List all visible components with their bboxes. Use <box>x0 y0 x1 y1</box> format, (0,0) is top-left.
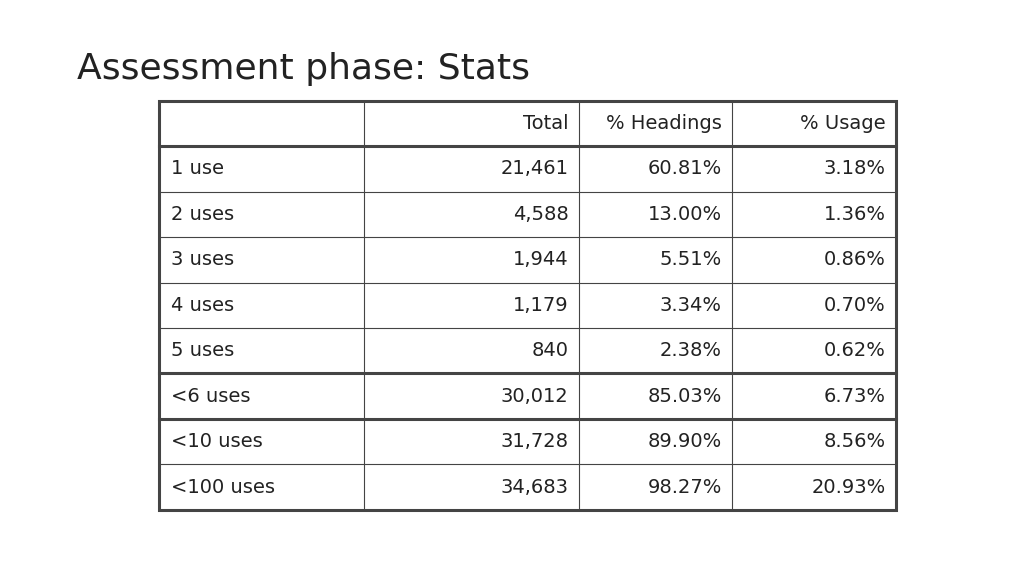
Text: 1,944: 1,944 <box>513 251 568 270</box>
Text: Total: Total <box>522 114 568 133</box>
Text: % Headings: % Headings <box>606 114 722 133</box>
Text: % Usage: % Usage <box>800 114 886 133</box>
Text: 85.03%: 85.03% <box>647 386 722 406</box>
Text: 34,683: 34,683 <box>501 478 568 497</box>
Text: 1 use: 1 use <box>171 160 224 179</box>
Text: 3 uses: 3 uses <box>171 251 234 270</box>
Text: 3.34%: 3.34% <box>659 296 722 314</box>
Text: 13.00%: 13.00% <box>648 205 722 224</box>
Text: 0.70%: 0.70% <box>824 296 886 314</box>
Text: 1.36%: 1.36% <box>823 205 886 224</box>
Text: <6 uses: <6 uses <box>171 386 251 406</box>
Text: 0.62%: 0.62% <box>824 341 886 360</box>
Text: 21,461: 21,461 <box>501 160 568 179</box>
Text: 8.56%: 8.56% <box>823 432 886 451</box>
Text: <10 uses: <10 uses <box>171 432 263 451</box>
Text: 5 uses: 5 uses <box>171 341 234 360</box>
Text: 2 uses: 2 uses <box>171 205 234 224</box>
Text: 2.38%: 2.38% <box>659 341 722 360</box>
Text: 5.51%: 5.51% <box>659 251 722 270</box>
Text: 3.18%: 3.18% <box>823 160 886 179</box>
Text: 98.27%: 98.27% <box>647 478 722 497</box>
Text: 4 uses: 4 uses <box>171 296 234 314</box>
Text: 60.81%: 60.81% <box>647 160 722 179</box>
Text: 0.86%: 0.86% <box>824 251 886 270</box>
Text: 1,179: 1,179 <box>513 296 568 314</box>
Text: 89.90%: 89.90% <box>647 432 722 451</box>
Text: 6.73%: 6.73% <box>823 386 886 406</box>
Text: 30,012: 30,012 <box>501 386 568 406</box>
Text: <100 uses: <100 uses <box>171 478 275 497</box>
Text: 4,588: 4,588 <box>513 205 568 224</box>
Text: 31,728: 31,728 <box>501 432 568 451</box>
Text: 840: 840 <box>531 341 568 360</box>
Text: 20.93%: 20.93% <box>811 478 886 497</box>
Text: Assessment phase: Stats: Assessment phase: Stats <box>77 52 529 86</box>
